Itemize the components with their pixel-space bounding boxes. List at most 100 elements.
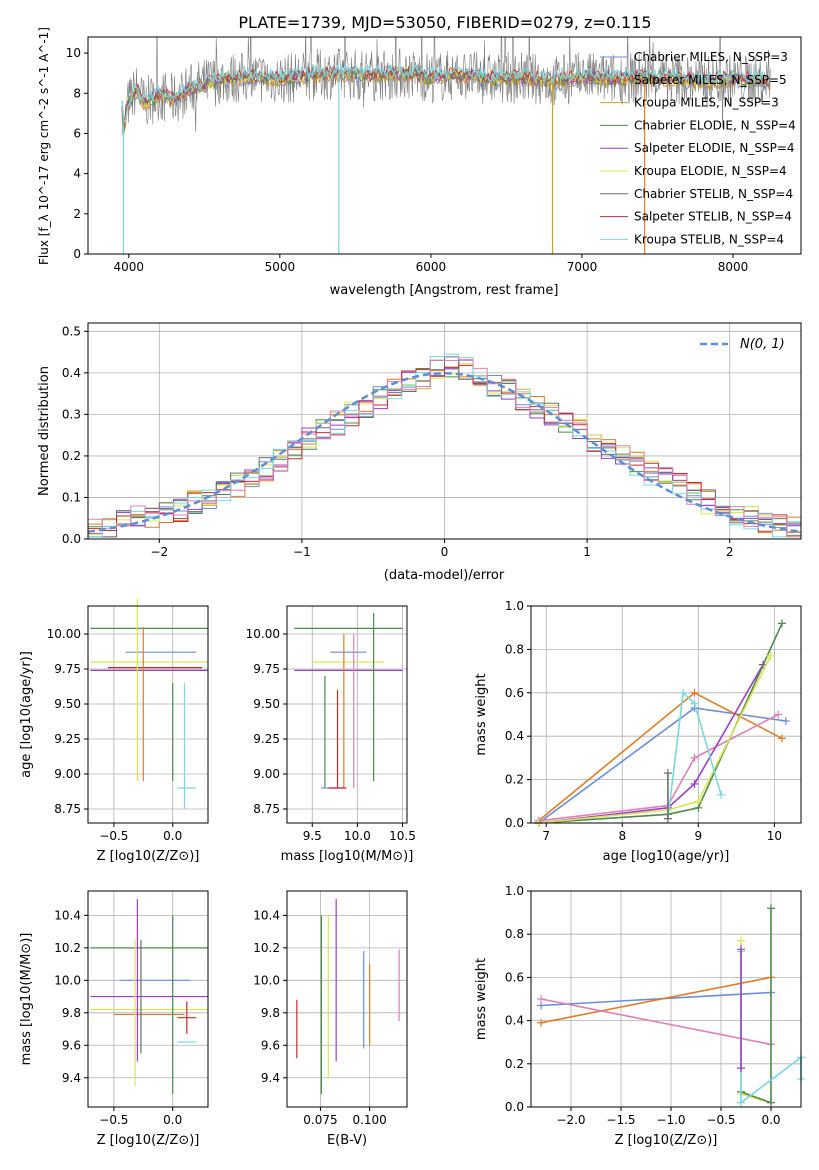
x-tick-label: 0.075 — [303, 1113, 337, 1127]
y-tick-label: 0.0 — [62, 532, 81, 546]
weight-marker — [737, 945, 745, 954]
z-weight-panel: −2.0 −1.5 −1.0 −0.5 0.0 0.0 0.2 0.4 0.6 0.8 1.0 Z [… — [474, 884, 805, 1148]
x-tick-label: 0.0 — [761, 1113, 780, 1127]
y-tick-label: 9.00 — [253, 767, 280, 781]
residuals-legend: N(0, 1) — [700, 337, 785, 352]
z-mass-panel: −0.5 0.0 9.4 9.6 9.8 10.0 10.2 10.4 Z [log10(Z/Z… — [19, 890, 209, 1148]
x-tick-label: 9 — [695, 829, 703, 843]
y-axis-label: age [log10(age/yr)] — [19, 651, 34, 778]
mass-age-panel: 9.5 10.0 10.5 8.75 9.00 9.25 9.50 9.75 10.00 mass… — [246, 605, 416, 864]
y-tick-label: 0.6 — [505, 970, 524, 984]
y-tick-label: 10 — [66, 46, 81, 60]
x-tick-label: −2 — [150, 545, 168, 559]
x-tick-label: 0.0 — [163, 829, 182, 843]
y-tick-label: 9.4 — [261, 1071, 280, 1085]
y-tick-label: 8.75 — [253, 802, 280, 816]
y-tick-label: 9.75 — [54, 662, 81, 676]
axes-frame: 9.5 10.0 10.5 8.75 9.00 9.25 9.50 9.75 10.00 — [246, 605, 416, 843]
weight-marker — [781, 717, 790, 726]
y-tick-label: 10.0 — [54, 973, 81, 987]
x-tick-label: 9.5 — [303, 829, 322, 843]
y-tick-label: 9.00 — [54, 767, 81, 781]
y-tick-label: 1.0 — [505, 884, 524, 898]
ebv-mass-panel: 0.075 0.100 9.4 9.6 9.8 10.0 10.2 10.4 E(B-V) — [253, 890, 408, 1148]
plot-content — [296, 899, 400, 1095]
weight-line — [740, 940, 772, 1104]
weight-marker — [690, 688, 699, 697]
y-tick-label: 9.25 — [54, 732, 81, 746]
weight-marker — [694, 797, 703, 806]
y-tick-label: 1.0 — [505, 599, 524, 613]
axes-border — [530, 890, 802, 1108]
age-weight-panel: 7 8 9 10 0.0 0.2 0.4 0.6 0.8 1.0 age [log10(age/yr… — [474, 599, 802, 864]
weight-marker — [737, 1064, 745, 1073]
y-tick-label: 9.50 — [54, 697, 81, 711]
y-tick-label: 8.75 — [54, 802, 81, 816]
spectrum-lines — [121, 37, 771, 254]
axes-border — [286, 605, 408, 824]
weight-marker — [777, 734, 786, 743]
y-tick-label: 9.75 — [253, 662, 280, 676]
y-tick-label: 9.4 — [62, 1071, 81, 1085]
y-tick-label: 0.0 — [505, 1100, 524, 1114]
z-age-panel: −0.5 0.0 8.75 9.00 9.25 9.50 9.75 10.00 Z [log10… — [19, 599, 209, 864]
y-tick-label: 0 — [73, 247, 81, 261]
legend-label: Kroupa ELODIE, N_SSP=4 — [634, 164, 787, 178]
x-axis-label: age [log10(age/yr)] — [603, 849, 730, 864]
y-tick-label: 0.4 — [505, 1014, 524, 1028]
x-tick-label: 10.0 — [344, 829, 371, 843]
x-tick-label: −1.5 — [606, 1113, 635, 1127]
x-axis-label: Z [log10(Z/Z⊙)] — [615, 1133, 718, 1148]
x-axis-label: mass [log10(M/M⊙)] — [281, 849, 414, 864]
y-tick-label: 10.4 — [253, 908, 280, 922]
axes-frame: 0.075 0.100 9.4 9.6 9.8 10.0 10.2 10.4 — [253, 890, 408, 1127]
weight-marker — [767, 1098, 775, 1107]
y-tick-label: 9.6 — [62, 1038, 81, 1052]
x-tick-label: −0.5 — [706, 1113, 735, 1127]
y-tick-label: 0.2 — [505, 773, 524, 787]
axes-border — [87, 605, 209, 824]
y-tick-label: 8 — [73, 86, 81, 100]
weight-line — [538, 664, 764, 824]
x-tick-label: 2 — [726, 545, 734, 559]
spectrum-panel: 4000 5000 6000 7000 8000 0 2 4 6 8 10 wavelength [… — [37, 27, 802, 298]
y-tick-label: 10.2 — [253, 941, 280, 955]
residual-histogram — [88, 353, 801, 538]
y-tick-label: 10.00 — [47, 627, 81, 641]
residuals-legend-label: N(0, 1) — [740, 337, 785, 352]
weight-line — [540, 991, 772, 1007]
weight-marker — [717, 790, 726, 799]
residual-histogram — [88, 359, 801, 538]
x-tick-label: 8000 — [718, 260, 749, 274]
y-tick-label: 0.8 — [505, 927, 524, 941]
x-tick-label: 10 — [767, 829, 782, 843]
x-tick-label: 7000 — [567, 260, 598, 274]
y-tick-label: 0.2 — [62, 449, 81, 463]
axes-border — [286, 890, 408, 1108]
y-tick-label: 0.4 — [505, 729, 524, 743]
axes-frame: −0.5 0.0 9.4 9.6 9.8 10.0 10.2 10.4 — [54, 890, 209, 1127]
y-tick-label: 0.8 — [505, 642, 524, 656]
x-tick-label: −2.0 — [556, 1113, 585, 1127]
legend-label: Kroupa MILES, N_SSP=3 — [634, 96, 779, 110]
legend-label: Chabrier STELIB, N_SSP=4 — [634, 187, 793, 201]
axes-frame: −2.0 −1.5 −1.0 −0.5 0.0 0.0 0.2 0.4 0.6 0.8 1.0 — [505, 884, 802, 1127]
y-tick-label: 0.3 — [62, 407, 81, 421]
y-axis-label: mass weight — [474, 673, 489, 755]
axes-border — [87, 890, 209, 1108]
weight-marker — [663, 769, 672, 778]
weight-line — [667, 691, 722, 819]
y-tick-label: 10.2 — [54, 941, 81, 955]
weight-marker — [690, 753, 699, 762]
weight-marker — [537, 995, 545, 1003]
weight-line — [740, 908, 772, 1104]
x-tick-label: 0.0 — [163, 1113, 182, 1127]
y-tick-label: 9.50 — [253, 697, 280, 711]
figure-title: PLATE=1739, MJD=53050, FIBERID=0279, z=0… — [238, 13, 651, 32]
x-axis-label: Z [log10(Z/Z⊙)] — [97, 1133, 200, 1148]
grid-layer — [287, 606, 407, 823]
plot-content — [294, 613, 403, 789]
y-tick-label: 0.2 — [505, 1057, 524, 1071]
x-tick-label: −1 — [293, 545, 311, 559]
